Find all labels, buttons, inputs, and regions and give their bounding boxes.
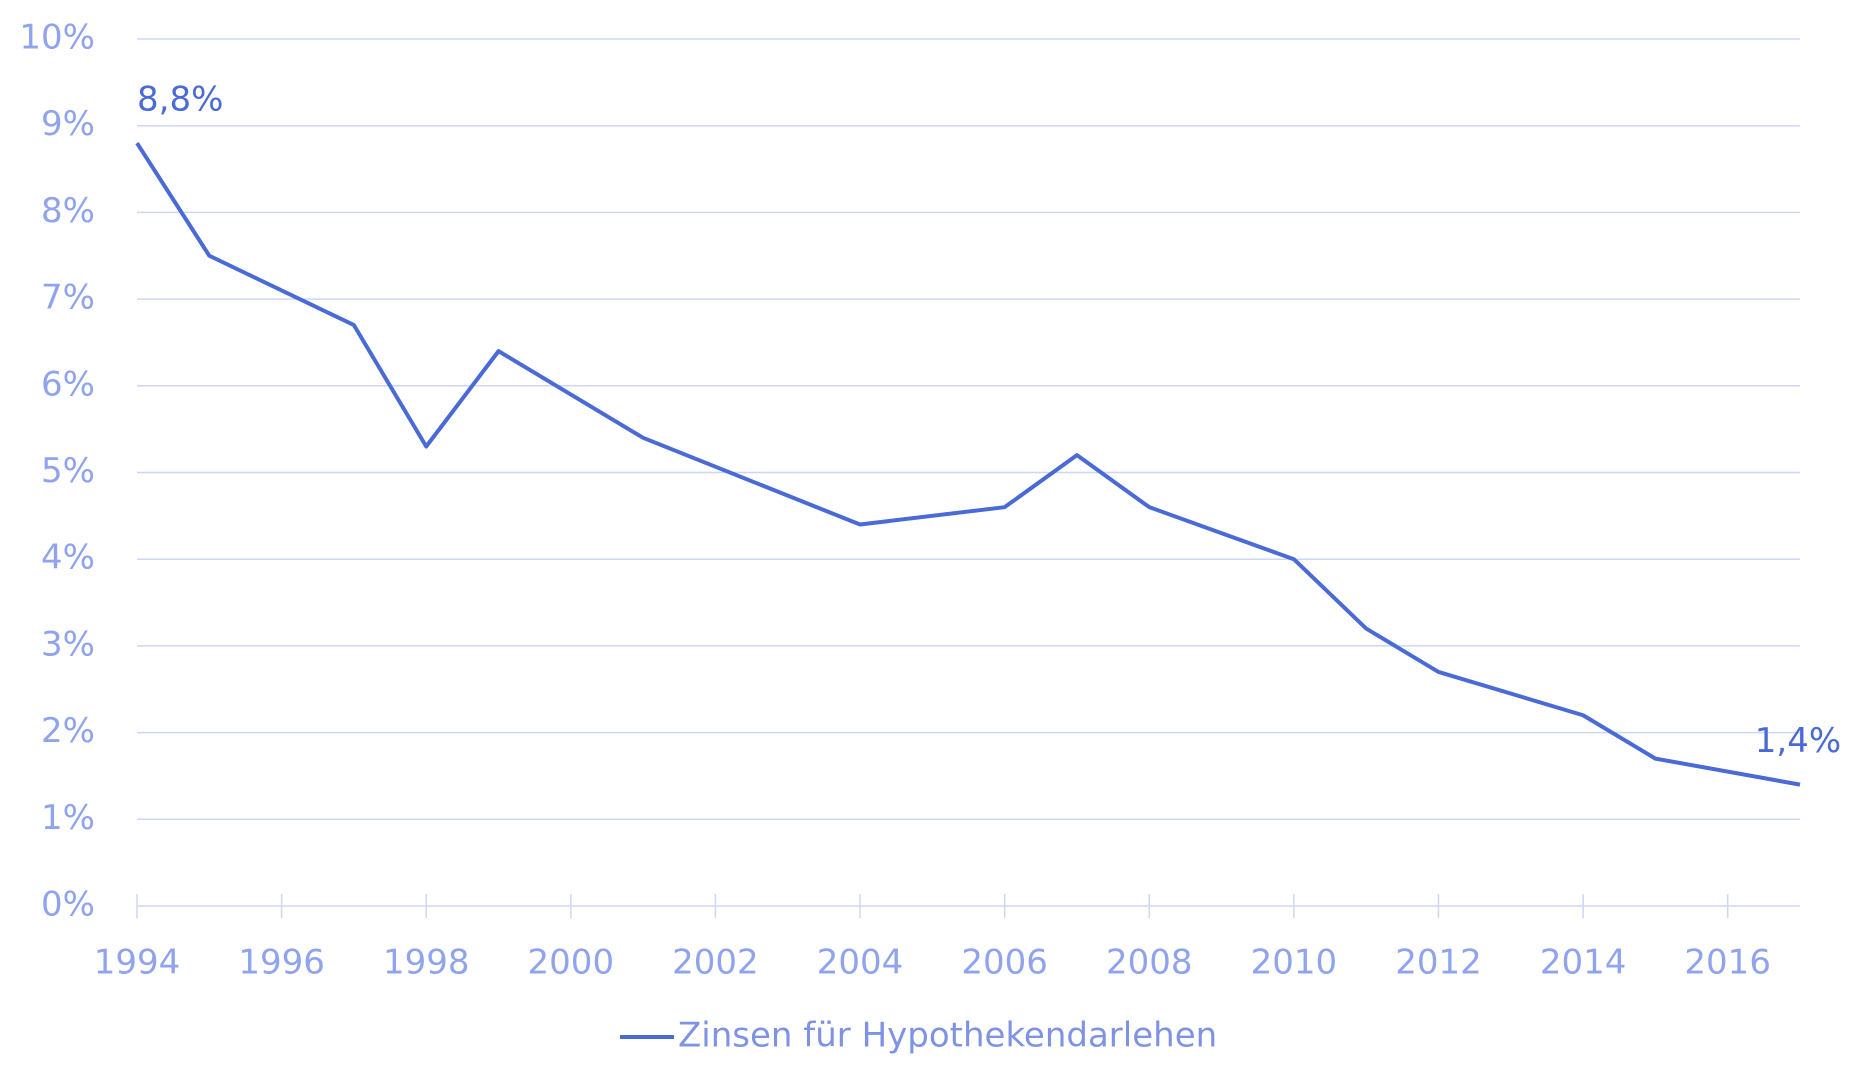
x-tick-label: 1994	[94, 943, 181, 983]
x-tick-label: 2008	[1106, 943, 1193, 983]
x-tick-label: 2010	[1251, 943, 1338, 983]
x-tick-label: 2006	[961, 943, 1048, 983]
x-tick-label: 2012	[1395, 943, 1482, 983]
x-tick-label: 1996	[238, 943, 325, 983]
y-tick-label: 5%	[41, 451, 95, 491]
y-tick-label: 10%	[19, 18, 95, 58]
y-tick-label: 2%	[41, 711, 95, 751]
legend-label: Zinsen für Hypothekendarlehen	[678, 1016, 1217, 1056]
x-tick-label: 2014	[1540, 943, 1627, 983]
y-tick-label: 1%	[41, 798, 95, 838]
y-tick-label: 8%	[41, 191, 95, 231]
line	[135, 141, 1801, 787]
y-tick-label: 4%	[41, 538, 95, 578]
y-tick-label: 7%	[41, 278, 95, 318]
x-tick-label: 2002	[672, 943, 759, 983]
x-tick-label: 2016	[1684, 943, 1771, 983]
value-label: 1,4%	[1755, 721, 1841, 761]
y-tick-label: 6%	[41, 364, 95, 404]
x-tick-label: 1998	[383, 943, 470, 983]
x-tick-label: 2000	[528, 943, 615, 983]
x-tick-label: 2004	[817, 943, 904, 983]
y-tick-label: 9%	[41, 104, 95, 144]
value-label: 8,8%	[137, 80, 223, 120]
y-tick-label: 3%	[41, 624, 95, 664]
y-tick-label: 0%	[41, 885, 95, 925]
